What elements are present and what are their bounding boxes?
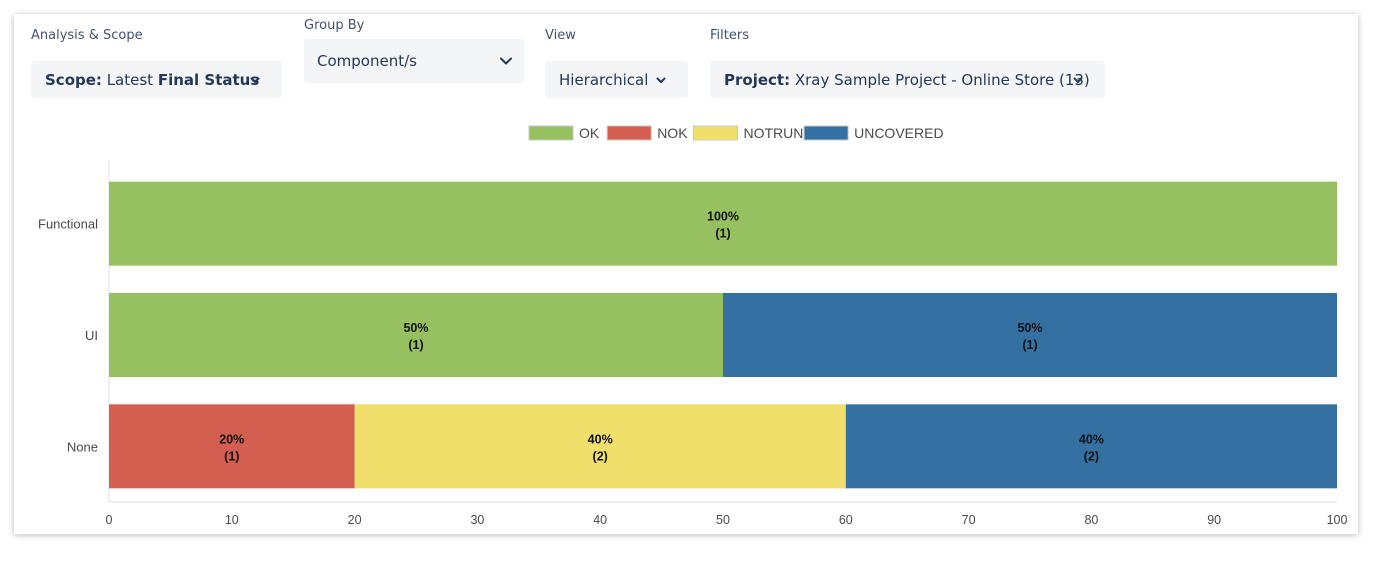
filters-label: Filters xyxy=(710,28,749,43)
view-label: View xyxy=(545,28,576,43)
bar-count-label: (1) xyxy=(715,227,730,241)
scope-prefix: Scope: xyxy=(45,70,102,89)
legend-label-nok: NOK xyxy=(657,125,688,141)
scope-text: Latest xyxy=(106,70,154,89)
x-tick-label: 0 xyxy=(106,513,113,527)
filters-control: Filters Project: Xray Sample Project - O… xyxy=(710,28,1106,98)
legend-swatch-ok xyxy=(528,125,574,141)
bar-count-label: (1) xyxy=(408,338,423,352)
legend-label-uncovered: UNCOVERED xyxy=(854,125,943,141)
view-control: View Hierarchical xyxy=(545,28,689,98)
x-tick-label: 80 xyxy=(1084,513,1098,527)
bar-percent-label: 40% xyxy=(588,432,613,446)
bar-count-label: (2) xyxy=(593,449,608,463)
bar-uncovered xyxy=(845,404,1337,489)
bar-count-label: (2) xyxy=(1084,449,1099,463)
analysis-scope-label: Analysis & Scope xyxy=(31,28,143,43)
project-prefix: Project: xyxy=(724,70,791,89)
chevron-down-icon xyxy=(500,57,512,65)
legend-label-ok: OK xyxy=(579,125,600,141)
bar-uncovered xyxy=(723,293,1337,377)
category-label: None xyxy=(67,439,98,454)
group-by-value: Component/s xyxy=(317,52,417,70)
scope-select[interactable]: Scope: Latest Final Status xyxy=(31,61,282,98)
x-tick-label: 90 xyxy=(1207,513,1221,527)
legend-label-notrun: NOTRUN xyxy=(744,125,804,141)
group-by-select[interactable]: Component/s xyxy=(304,39,524,83)
bar-nok xyxy=(109,404,355,489)
view-value: Hierarchical xyxy=(559,70,649,89)
bar-count-label: (1) xyxy=(224,449,239,463)
x-tick-label: 20 xyxy=(348,513,362,527)
x-tick-label: 40 xyxy=(593,513,607,527)
legend-swatch-uncovered xyxy=(803,125,849,141)
x-tick-label: 70 xyxy=(962,513,976,527)
bar-ok xyxy=(109,181,1337,266)
bar-count-label: (1) xyxy=(1022,338,1037,352)
bar-percent-label: 50% xyxy=(1017,321,1042,335)
bar-percent-label: 50% xyxy=(403,321,428,335)
chevron-down-icon xyxy=(656,77,666,83)
view-select[interactable]: Hierarchical xyxy=(545,61,688,98)
bar-notrun xyxy=(354,404,846,489)
legend-swatch-notrun xyxy=(693,125,738,141)
group-by-label: Group By xyxy=(304,18,365,33)
legend-swatch-nok xyxy=(606,125,652,141)
chevron-down-icon xyxy=(1073,77,1083,83)
group-by-control: Group By Component/s xyxy=(304,18,524,98)
project-value: Xray Sample Project - Online Store (13) xyxy=(794,70,1090,89)
chevron-down-icon xyxy=(250,77,260,83)
x-tick-label: 50 xyxy=(716,513,730,527)
analysis-scope-control: Analysis & Scope Scope: Latest Final Sta… xyxy=(31,28,283,98)
x-tick-label: 10 xyxy=(225,513,239,527)
bar-percent-label: 40% xyxy=(1079,432,1104,446)
x-tick-label: 30 xyxy=(470,513,484,527)
stacked-bar-chart: OK NOK NOTRUN UNCOVERED 0 10 20 30 40 50 60 70 80 90 1… xyxy=(38,125,1348,527)
scope-strong: Final Status xyxy=(157,70,260,89)
bar-percent-label: 20% xyxy=(219,432,244,446)
bar-ok xyxy=(109,293,723,377)
category-label: UI xyxy=(85,328,98,343)
x-tick-label: 60 xyxy=(839,513,853,527)
report-card: Analysis & Scope Scope: Latest Final Sta… xyxy=(14,14,1358,534)
project-filter-select[interactable]: Project: Xray Sample Project - Online St… xyxy=(710,61,1105,98)
x-tick-label: 100 xyxy=(1327,513,1348,527)
category-label: Functional xyxy=(38,217,98,232)
bar-percent-label: 100% xyxy=(707,210,739,224)
